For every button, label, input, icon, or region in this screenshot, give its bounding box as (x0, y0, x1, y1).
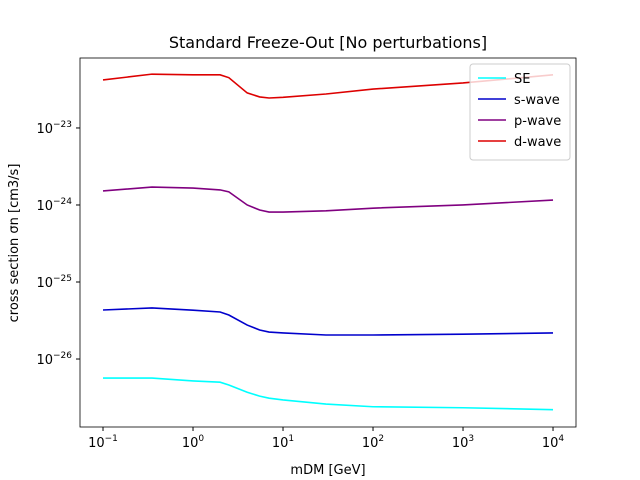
legend-label: s-wave (514, 93, 560, 108)
series-line (103, 377, 554, 411)
y-tick-label: 10−25 (36, 274, 72, 291)
y-tick-label: 10−26 (36, 351, 72, 368)
legend-label: SE (514, 72, 530, 87)
x-axis-label: mDM [GeV] (290, 463, 365, 478)
plot-frame (79, 57, 577, 428)
chart-title: Standard Freeze-Out [No perturbations] (169, 33, 487, 52)
series-line (102, 73, 554, 99)
y-axis-label: cross section σn [cm3/s] (7, 164, 22, 323)
y-tick-label: 10−24 (36, 197, 72, 214)
y-tick-label: 10−23 (36, 120, 72, 137)
x-tick-label: 100 (182, 434, 205, 451)
x-tick-label: 101 (272, 434, 294, 451)
x-tick-label: 103 (452, 434, 474, 451)
legend-label: d-wave (514, 135, 561, 150)
legend-label: p-wave (514, 114, 561, 129)
x-tick-label: 10−1 (88, 434, 118, 451)
x-tick-label: 104 (542, 434, 565, 451)
legend-box (469, 63, 571, 161)
series-line (102, 307, 554, 336)
series-line (102, 186, 554, 213)
x-tick-label: 102 (362, 434, 384, 451)
